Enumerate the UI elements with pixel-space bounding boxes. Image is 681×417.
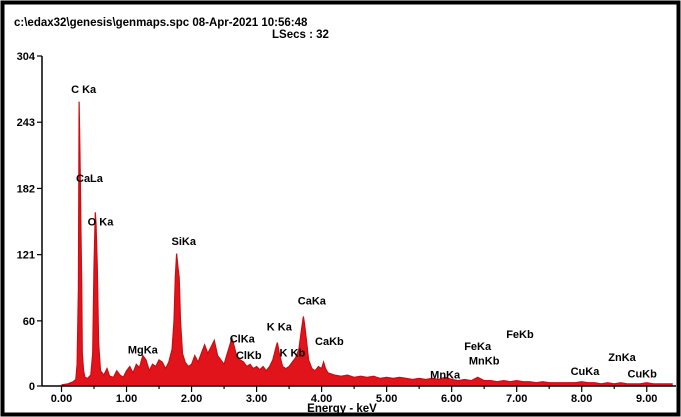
peak-labels: C Ka CaLa O Ka SiKa MgKa ClKa ClKb K Ka K Kb CaKa… [71,84,657,381]
y-tick-label: 121 [17,250,35,262]
peak-label: O Ka [88,216,115,228]
y-tick-label: 304 [17,51,36,63]
peak-label: FeKa [464,341,492,353]
x-tick-label: 6.00 [441,393,462,405]
x-tick-label: 9.00 [636,393,657,405]
x-tick-label: 0.00 [51,393,72,405]
lsecs-readout: LSecs : 32 [272,29,329,41]
peak-label: ClKa [230,334,256,346]
x-ticks: 0.00 1.00 2.00 3.00 4.00 5.00 6.00 7.00 8.00 9.00 [51,386,657,405]
x-tick-label: 4.00 [311,393,332,405]
peak-label: K Ka [267,322,293,334]
peak-label: CuKb [628,368,658,380]
x-tick-label: 3.00 [246,393,267,405]
spectrum-line [61,101,673,386]
y-tick-label: 182 [17,183,35,195]
peak-label: CuKa [571,366,601,378]
y-tick-label: 60 [23,316,35,328]
peak-label: SiKa [172,236,197,248]
peak-label: MnKa [430,369,461,381]
file-header: c:\edax32\genesis\genmaps.spc 08-Apr-202… [14,17,308,29]
y-tick-label: 0 [29,381,35,393]
peak-label: C Ka [71,84,97,96]
peak-label: CaKb [315,336,344,348]
x-axis-label: Energy - keV [307,403,377,415]
peak-label: CaLa [76,173,104,185]
peak-label: FeKb [506,329,534,341]
x-tick-label: 8.00 [571,393,592,405]
peak-label: ZnKa [608,352,636,364]
x-tick-label: 1.00 [116,393,137,405]
x-tick-label: 2.00 [181,393,202,405]
peak-label: MnKb [469,355,500,367]
peak-label: CaKa [298,296,327,308]
peak-label: ClKb [236,350,262,362]
y-ticks: 0 60 121 182 243 304 [17,51,42,393]
peak-label: MgKa [128,344,159,356]
y-tick-label: 243 [17,117,35,129]
x-tick-label: 7.00 [506,393,527,405]
peak-label: K Kb [280,348,306,360]
x-tick-label: 5.00 [376,393,397,405]
